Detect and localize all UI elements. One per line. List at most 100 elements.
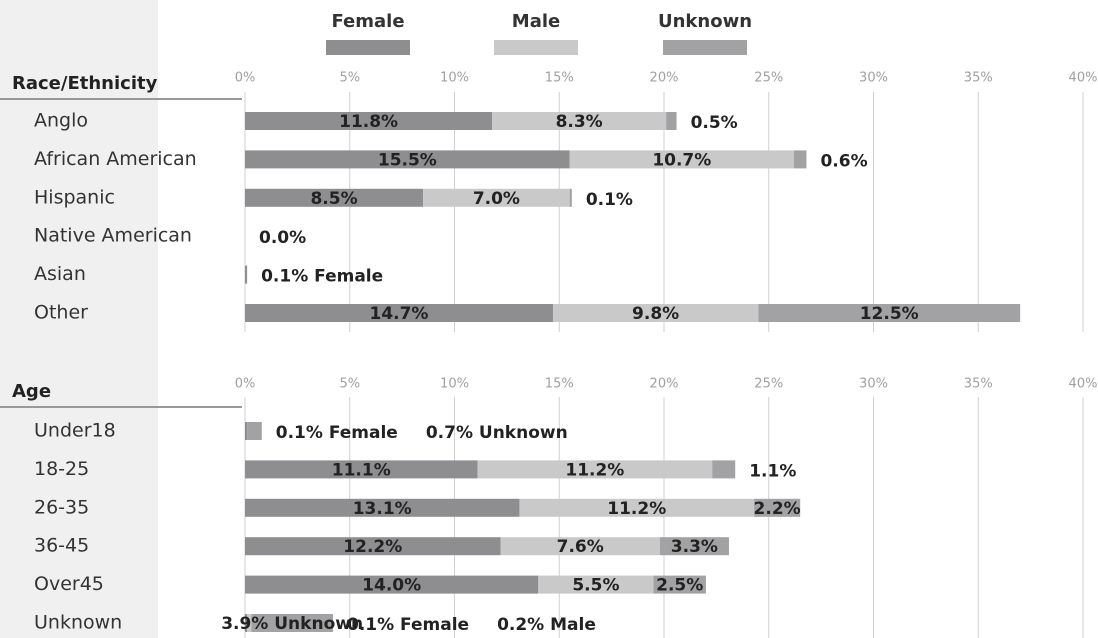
bar-segment bbox=[245, 575, 539, 594]
bar-segment bbox=[245, 265, 248, 284]
data-label: 1.1% bbox=[749, 461, 796, 481]
x-tick-label: 15% bbox=[545, 71, 574, 86]
bar-segment bbox=[247, 614, 252, 632]
category-label: Under18 bbox=[34, 420, 116, 442]
legend-swatch bbox=[494, 40, 578, 55]
data-label: 15.5% bbox=[378, 150, 437, 170]
x-tick-label: 0% bbox=[235, 377, 256, 392]
bar-segment bbox=[245, 537, 501, 556]
axis-title: Age bbox=[12, 381, 51, 402]
bar-segment bbox=[245, 304, 553, 322]
data-label: 11.2% bbox=[607, 499, 666, 519]
label-panel bbox=[0, 0, 158, 638]
x-tick-label: 5% bbox=[339, 71, 360, 86]
x-tick-label: 0% bbox=[235, 71, 256, 86]
legend-label: Female bbox=[331, 11, 404, 32]
bar-segment bbox=[245, 112, 493, 130]
data-label: 2.5% bbox=[656, 576, 703, 596]
bar-segment bbox=[245, 188, 424, 207]
category-label: Asian bbox=[34, 263, 86, 285]
x-tick-label: 30% bbox=[859, 377, 888, 392]
legend-swatch bbox=[663, 40, 747, 55]
bar-segment bbox=[245, 498, 520, 517]
data-label: 0.2% Male bbox=[497, 615, 596, 635]
data-label: 10.7% bbox=[652, 150, 711, 170]
data-label: 0.1% Female bbox=[261, 267, 383, 287]
bar-segment bbox=[659, 537, 729, 556]
x-tick-label: 25% bbox=[754, 71, 783, 86]
x-tick-label: 40% bbox=[1069, 71, 1098, 86]
category-label: African American bbox=[34, 148, 197, 170]
data-label: 0.5% bbox=[691, 113, 738, 133]
category-label: Over45 bbox=[34, 573, 104, 595]
bar-segment bbox=[569, 150, 794, 169]
bar-segment bbox=[245, 460, 478, 479]
data-label: 11.8% bbox=[339, 112, 398, 132]
x-tick-label: 5% bbox=[339, 377, 360, 392]
data-label: 0.6% bbox=[820, 151, 867, 171]
data-label: 2.2% bbox=[754, 499, 801, 519]
category-label: 26-35 bbox=[34, 496, 89, 518]
category-label: 36-45 bbox=[34, 535, 89, 557]
x-tick-label: 20% bbox=[650, 377, 679, 392]
bar-segment bbox=[245, 150, 570, 169]
bar-segment bbox=[569, 188, 572, 207]
bar-segment bbox=[758, 304, 1021, 322]
x-tick-label: 10% bbox=[440, 377, 469, 392]
data-label: 14.0% bbox=[362, 576, 421, 596]
bar-segment bbox=[519, 498, 755, 517]
bar-segment bbox=[477, 460, 713, 479]
bar-segment bbox=[712, 460, 736, 479]
data-label: 5.5% bbox=[572, 576, 619, 596]
x-tick-label: 15% bbox=[545, 377, 574, 392]
bar-segment bbox=[552, 304, 759, 322]
bar-segment bbox=[492, 112, 667, 130]
bar-segment bbox=[754, 498, 801, 517]
category-label: Native American bbox=[34, 225, 192, 247]
legend-swatch bbox=[326, 40, 410, 55]
data-label: 8.3% bbox=[556, 112, 603, 132]
bar-segment bbox=[245, 614, 248, 632]
data-label: 8.5% bbox=[310, 189, 357, 209]
data-label: 12.2% bbox=[343, 537, 402, 557]
data-label: 0.1% bbox=[586, 190, 633, 210]
category-label: Anglo bbox=[34, 110, 88, 132]
x-tick-label: 35% bbox=[964, 377, 993, 392]
x-tick-label: 40% bbox=[1069, 377, 1098, 392]
data-label: 0.1% Female bbox=[347, 615, 469, 635]
x-tick-label: 10% bbox=[440, 71, 469, 86]
data-label: 7.0% bbox=[473, 189, 520, 209]
data-label: 12.5% bbox=[860, 304, 919, 324]
data-label: 3.3% bbox=[671, 537, 718, 557]
bar-segment bbox=[251, 614, 333, 632]
bar-segment bbox=[653, 575, 706, 594]
bar-segment bbox=[245, 422, 248, 440]
x-tick-label: 25% bbox=[754, 377, 783, 392]
data-label: 11.2% bbox=[565, 460, 624, 480]
data-label: 0.0% bbox=[259, 228, 306, 248]
data-label: 14.7% bbox=[369, 304, 428, 324]
x-tick-label: 20% bbox=[650, 71, 679, 86]
data-label: 0.1% Female bbox=[276, 423, 398, 443]
legend-label: Unknown bbox=[658, 11, 752, 32]
data-label: 13.1% bbox=[353, 499, 412, 519]
bar-segment bbox=[247, 422, 262, 440]
data-label: 3.9% Unknown bbox=[221, 614, 363, 634]
category-label: Other bbox=[34, 302, 88, 324]
data-label: 9.8% bbox=[632, 304, 679, 324]
bar-segment bbox=[538, 575, 654, 594]
x-tick-label: 30% bbox=[859, 71, 888, 86]
bar-segment bbox=[666, 112, 677, 130]
data-label: 11.1% bbox=[332, 460, 391, 480]
legend-label: Male bbox=[512, 11, 560, 32]
category-label: Unknown bbox=[34, 612, 122, 634]
bar-segment bbox=[500, 537, 660, 556]
x-tick-label: 35% bbox=[964, 71, 993, 86]
category-label: 18-25 bbox=[34, 458, 89, 480]
data-label: 7.6% bbox=[557, 537, 604, 557]
data-label: 0.7% Unknown bbox=[426, 423, 568, 443]
axis-title: Race/Ethnicity bbox=[12, 73, 158, 94]
bar-segment bbox=[423, 188, 570, 207]
category-label: Hispanic bbox=[34, 186, 115, 208]
